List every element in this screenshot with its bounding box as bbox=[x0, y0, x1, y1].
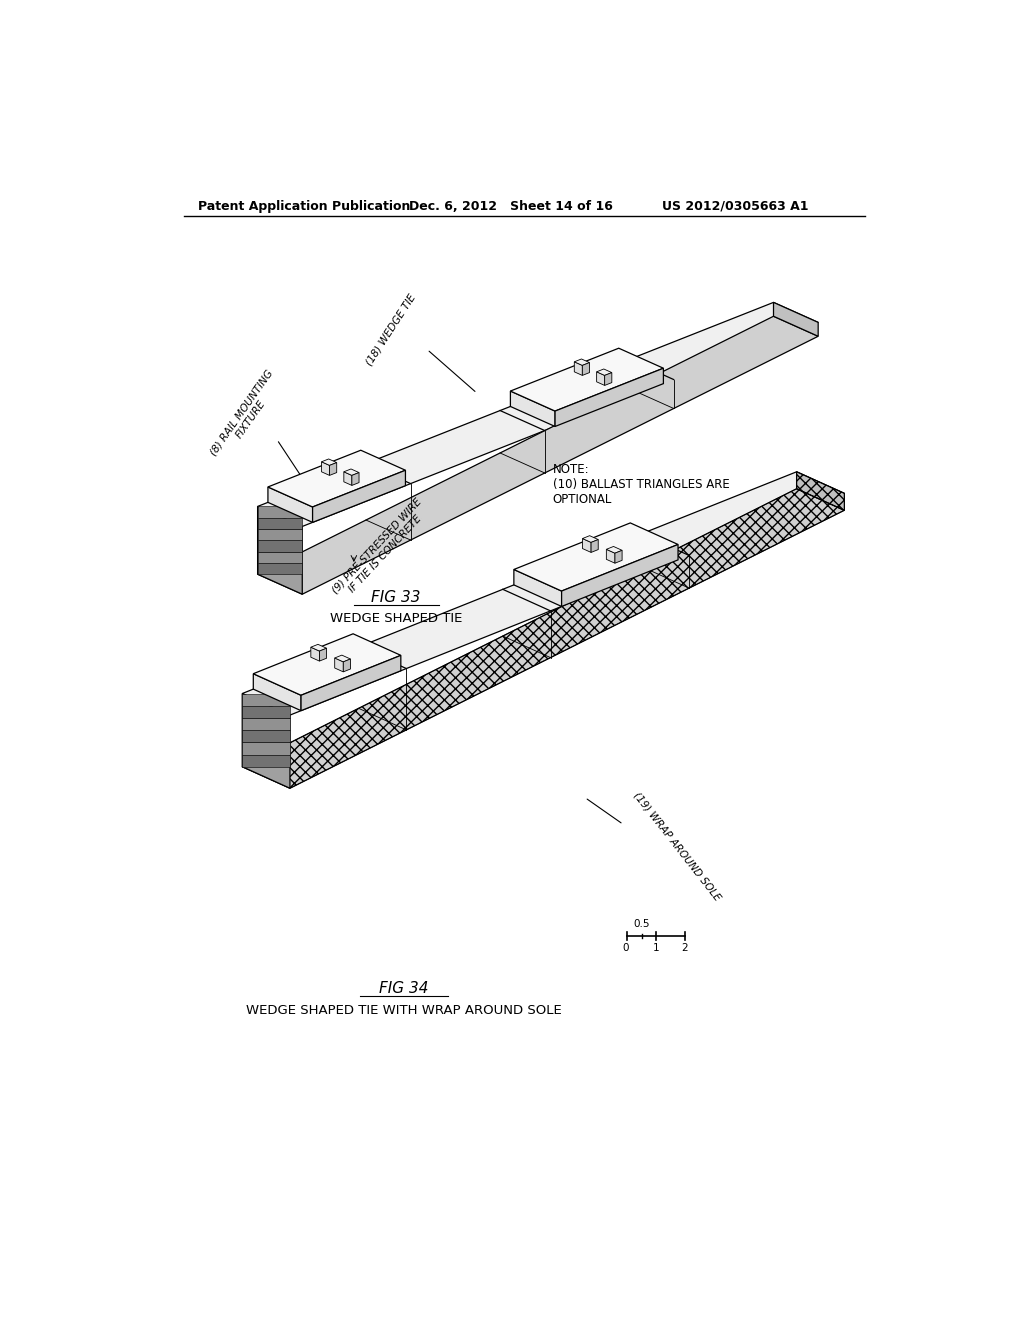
Text: NOTE:
(10) BALLAST TRIANGLES ARE
OPTIONAL: NOTE: (10) BALLAST TRIANGLES ARE OPTIONA… bbox=[553, 462, 729, 506]
Polygon shape bbox=[330, 462, 337, 475]
Polygon shape bbox=[258, 529, 302, 540]
Polygon shape bbox=[258, 552, 302, 562]
Polygon shape bbox=[604, 372, 611, 385]
Polygon shape bbox=[343, 659, 350, 672]
Polygon shape bbox=[335, 655, 350, 661]
Polygon shape bbox=[258, 517, 302, 529]
Polygon shape bbox=[597, 372, 604, 385]
Polygon shape bbox=[258, 317, 818, 594]
Polygon shape bbox=[555, 368, 664, 426]
Polygon shape bbox=[615, 550, 623, 564]
Polygon shape bbox=[243, 693, 290, 706]
Polygon shape bbox=[243, 488, 845, 788]
Polygon shape bbox=[561, 544, 678, 606]
Polygon shape bbox=[301, 655, 400, 710]
Polygon shape bbox=[258, 540, 302, 552]
Polygon shape bbox=[319, 648, 327, 661]
Polygon shape bbox=[243, 718, 290, 730]
Polygon shape bbox=[514, 569, 561, 606]
Text: Dec. 6, 2012   Sheet 14 of 16: Dec. 6, 2012 Sheet 14 of 16 bbox=[410, 199, 613, 213]
Polygon shape bbox=[311, 644, 327, 651]
Polygon shape bbox=[514, 523, 678, 591]
Polygon shape bbox=[335, 657, 343, 672]
Polygon shape bbox=[243, 706, 290, 718]
Text: Patent Application Publication: Patent Application Publication bbox=[199, 199, 411, 213]
Polygon shape bbox=[606, 546, 623, 553]
Polygon shape bbox=[344, 469, 359, 475]
Polygon shape bbox=[253, 634, 400, 696]
Polygon shape bbox=[258, 302, 818, 527]
Polygon shape bbox=[258, 562, 302, 574]
Polygon shape bbox=[583, 536, 598, 543]
Text: (8) RAIL MOUNTING
FIXTURE: (8) RAIL MOUNTING FIXTURE bbox=[208, 368, 284, 465]
Polygon shape bbox=[322, 462, 330, 475]
Text: 2: 2 bbox=[682, 942, 688, 953]
Polygon shape bbox=[253, 673, 301, 710]
Polygon shape bbox=[574, 362, 583, 375]
Polygon shape bbox=[322, 459, 337, 466]
Polygon shape bbox=[797, 471, 845, 511]
Polygon shape bbox=[574, 359, 590, 366]
Polygon shape bbox=[243, 471, 845, 715]
Polygon shape bbox=[268, 487, 312, 523]
Text: (19) WRAP AROUND SOLE: (19) WRAP AROUND SOLE bbox=[632, 789, 723, 902]
Text: (9) PRE-STRESSED WIRE
IF TIE IS CONCRETE: (9) PRE-STRESSED WIRE IF TIE IS CONCRETE bbox=[330, 496, 432, 603]
Text: (18) WEDGE TIE: (18) WEDGE TIE bbox=[365, 292, 418, 367]
Text: 0.5: 0.5 bbox=[634, 919, 650, 929]
Polygon shape bbox=[510, 348, 664, 411]
Polygon shape bbox=[243, 693, 290, 788]
Polygon shape bbox=[268, 450, 406, 507]
Polygon shape bbox=[312, 470, 406, 523]
Text: FIG 33: FIG 33 bbox=[372, 590, 421, 605]
Polygon shape bbox=[583, 539, 591, 553]
Text: 0: 0 bbox=[623, 942, 629, 953]
Polygon shape bbox=[606, 549, 615, 564]
Polygon shape bbox=[773, 302, 818, 337]
Polygon shape bbox=[243, 755, 290, 767]
Text: WEDGE SHAPED TIE: WEDGE SHAPED TIE bbox=[330, 612, 463, 626]
Text: US 2012/0305663 A1: US 2012/0305663 A1 bbox=[662, 199, 808, 213]
Polygon shape bbox=[597, 370, 611, 375]
Polygon shape bbox=[510, 391, 555, 426]
Text: 1: 1 bbox=[652, 942, 659, 953]
Polygon shape bbox=[258, 507, 302, 594]
Polygon shape bbox=[591, 540, 598, 553]
Polygon shape bbox=[243, 742, 290, 755]
Polygon shape bbox=[352, 473, 359, 486]
Polygon shape bbox=[344, 471, 352, 486]
Polygon shape bbox=[311, 647, 319, 661]
Polygon shape bbox=[243, 730, 290, 742]
Text: FIG 34: FIG 34 bbox=[379, 981, 429, 997]
Text: WEDGE SHAPED TIE WITH WRAP AROUND SOLE: WEDGE SHAPED TIE WITH WRAP AROUND SOLE bbox=[246, 1003, 562, 1016]
Polygon shape bbox=[258, 507, 302, 517]
Polygon shape bbox=[583, 363, 590, 375]
